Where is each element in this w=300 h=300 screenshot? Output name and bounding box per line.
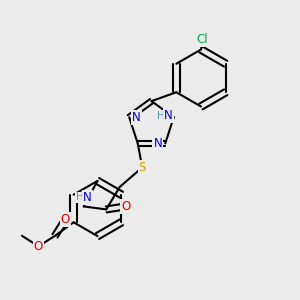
Text: S: S [139, 161, 146, 174]
Text: H: H [76, 192, 84, 203]
Text: O: O [34, 240, 43, 253]
Text: O: O [61, 213, 70, 226]
Text: Cl: Cl [197, 33, 208, 46]
Text: N: N [164, 109, 173, 122]
Text: N: N [153, 137, 162, 150]
Text: H: H [157, 111, 165, 121]
Text: O: O [121, 200, 130, 213]
Text: N: N [83, 191, 92, 204]
Text: N: N [132, 111, 141, 124]
